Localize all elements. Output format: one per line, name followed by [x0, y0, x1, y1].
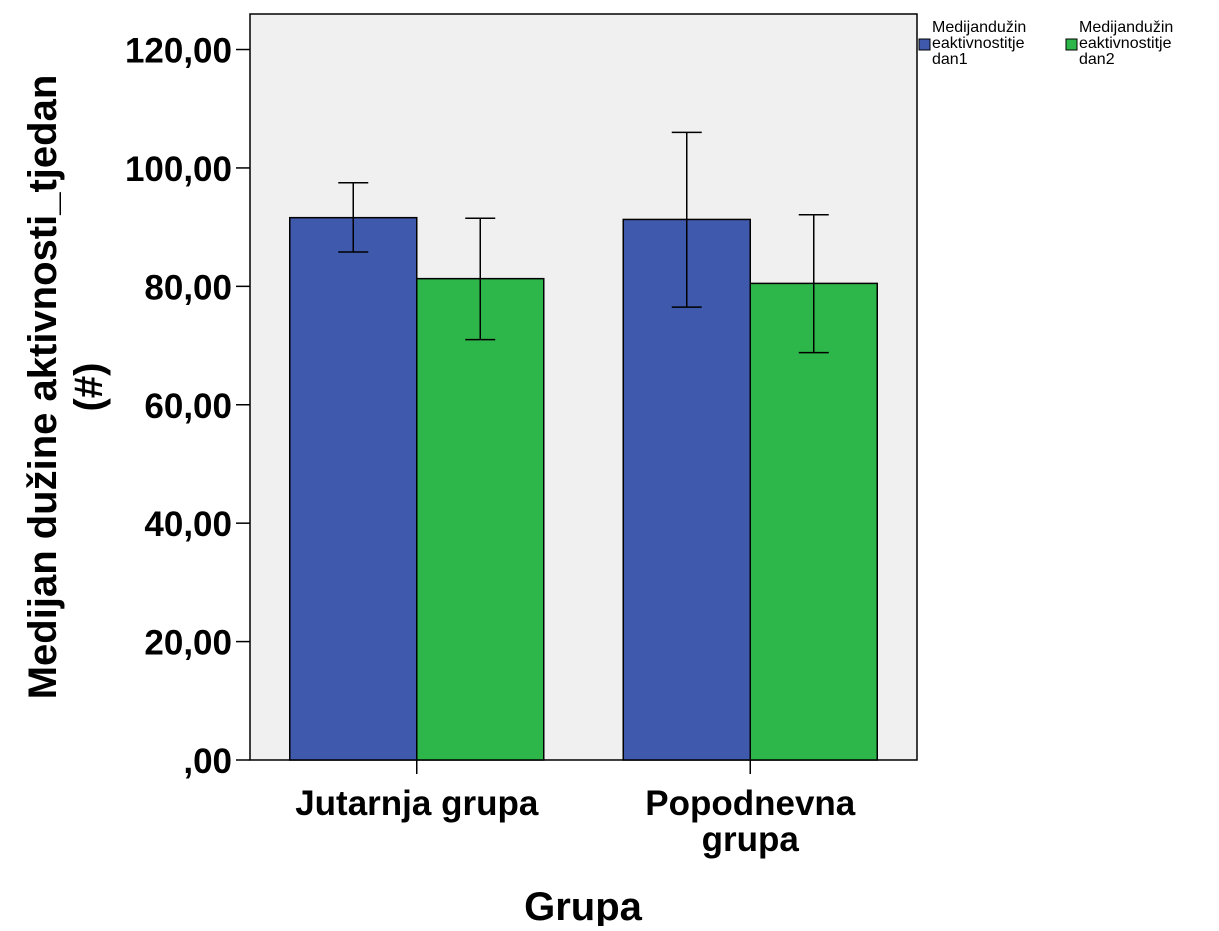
bar-series1-cat1 — [289, 216, 418, 761]
x-axis-title: Grupa — [524, 885, 643, 926]
y-tick-label: 100,00 — [125, 150, 232, 189]
y-tick-label: 20,00 — [144, 624, 232, 663]
bar-series1-cat2 — [622, 218, 751, 761]
y-tick-label: 80,00 — [144, 268, 232, 307]
y-axis-title-line: Medijan dužine aktivnosti_tjedan — [21, 75, 65, 700]
y-axis-title-line: (#) — [67, 363, 111, 412]
y-tick-label: 40,00 — [144, 505, 232, 544]
x-tick-label: Jutarnja grupa — [295, 784, 539, 823]
legend-label: dan2 — [1079, 51, 1115, 68]
legend-label: eaktivnostitje — [932, 35, 1025, 52]
error-bars — [338, 131, 829, 354]
legend-label: Medijandužin — [1079, 19, 1173, 36]
x-tick-label: grupa — [702, 820, 800, 859]
y-tick-label: 60,00 — [144, 387, 232, 426]
legend: Medijandužineaktivnostitjedan1Medijanduž… — [918, 19, 1173, 68]
legend-label: Medijandužin — [932, 19, 1026, 36]
x-tick-label: Popodnevna — [645, 784, 856, 823]
legend-swatch — [1065, 38, 1078, 51]
y-axis-title: Medijan dužine aktivnosti_tjedan(#) — [21, 75, 111, 700]
y-tick-label: 120,00 — [125, 32, 232, 71]
y-axis: ,00 20,00 40,00 60,00 80,00 100,00 120,00 — [125, 32, 250, 781]
y-tick-label: ,00 — [183, 742, 232, 781]
bars — [289, 216, 878, 761]
bar-series2-cat2 — [749, 282, 878, 761]
legend-label: dan1 — [932, 51, 968, 68]
legend-label: eaktivnostitje — [1079, 35, 1172, 52]
bar-series2-cat1 — [416, 277, 545, 761]
legend-swatch — [918, 38, 931, 51]
